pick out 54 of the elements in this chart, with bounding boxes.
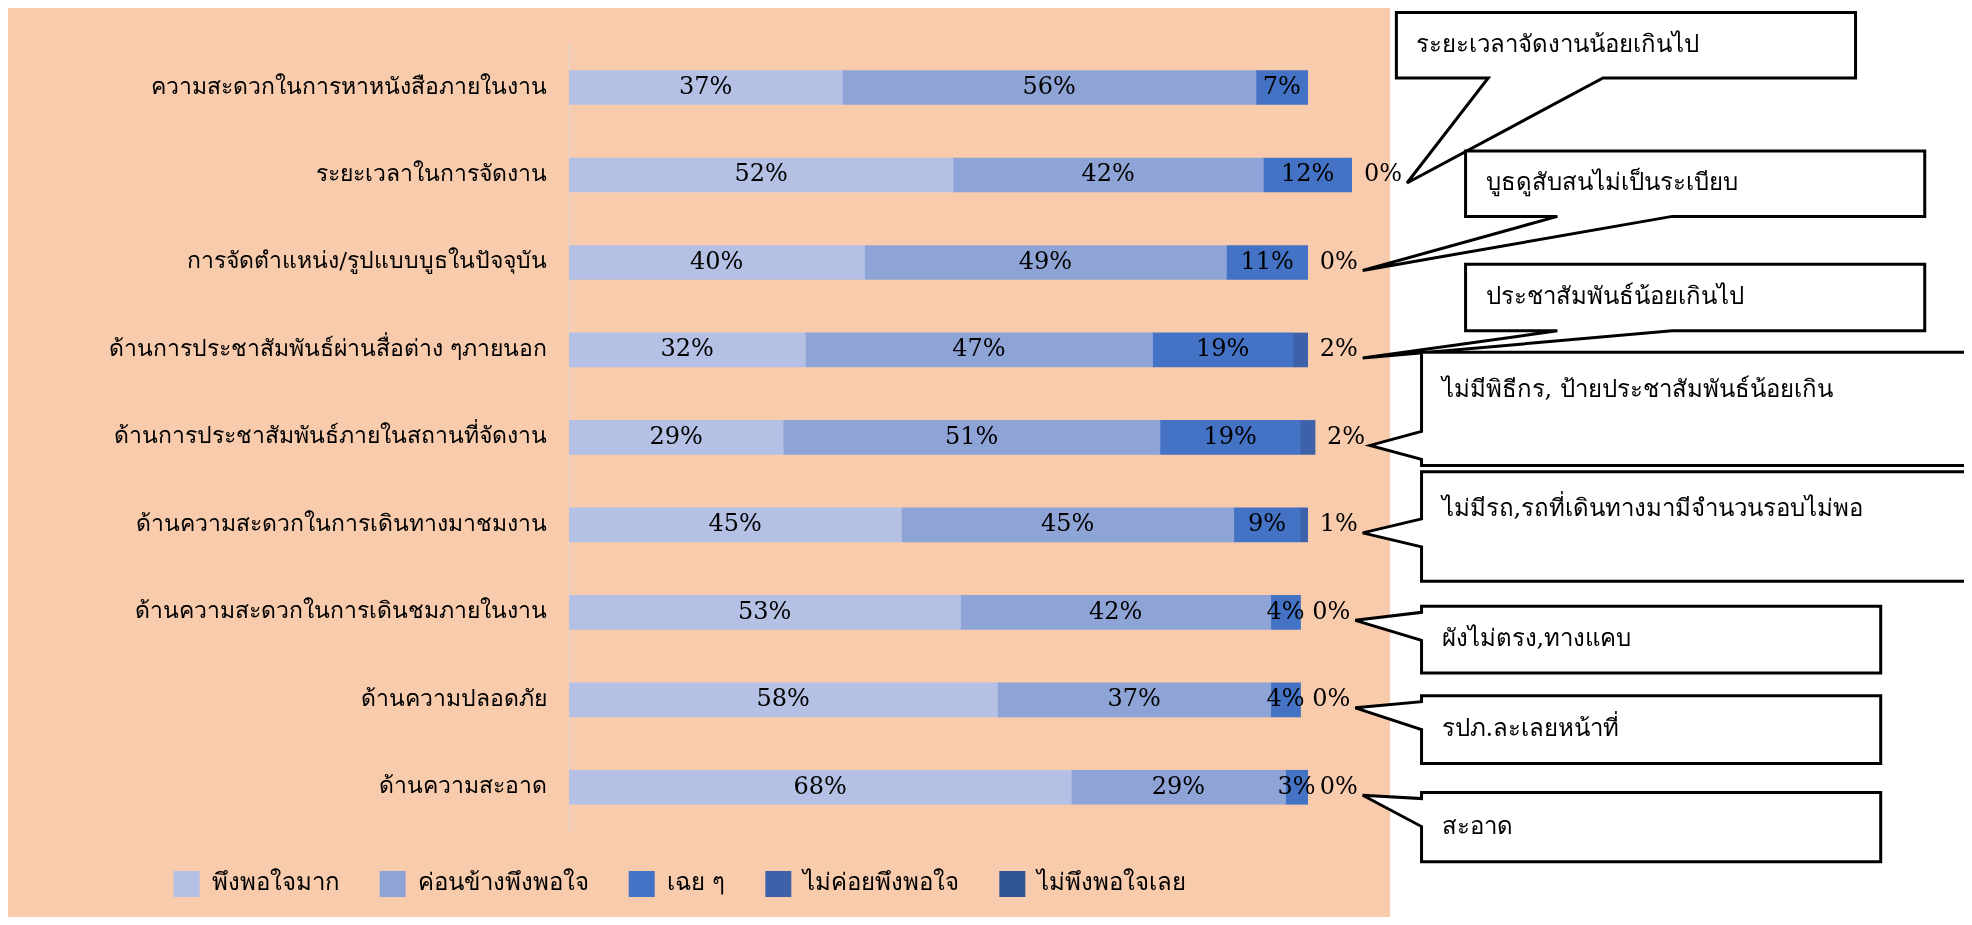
data-label: 0% xyxy=(1312,684,1351,713)
legend-label: ไม่พึงพอใจเลย xyxy=(1035,868,1187,897)
legend-label: ค่อนข้างพึงพอใจ xyxy=(417,868,589,897)
data-label: 29% xyxy=(1151,771,1206,800)
text: ผังไม่ตรง,ทางแคบ xyxy=(1441,624,1632,653)
text: บูธดูสับสนไม่เป็นระเบียบ xyxy=(1485,167,1738,198)
data-label: 2% xyxy=(1319,334,1358,363)
data-label: 47% xyxy=(952,334,1006,363)
data-label: 53% xyxy=(738,596,792,625)
data-label: 45% xyxy=(1040,509,1095,538)
data-label: 49% xyxy=(1018,246,1073,275)
data-label: 56% xyxy=(1022,71,1076,100)
y-tick-label: ด้านการประชาสัมพันธ์ผ่านสื่อต่าง ๆภายนอก xyxy=(108,331,547,361)
data-label: 11% xyxy=(1240,246,1294,275)
data-label: 29% xyxy=(649,421,703,450)
data-label: 0% xyxy=(1364,159,1403,188)
data-label: 32% xyxy=(660,334,714,363)
data-label: 40% xyxy=(690,246,744,275)
data-label: 45% xyxy=(708,509,762,538)
y-tick-label: การจัดตำแหน่ง/รูปแบบบูธในปัจจุบัน xyxy=(187,247,547,275)
text: ประชาสัมพันธ์น้อยเกินไป xyxy=(1485,282,1744,311)
y-tick-label: ด้านความสะดวกในการเดินชมภายในงาน xyxy=(135,597,547,624)
legend-label: พึงพอใจมาก xyxy=(211,868,340,897)
data-label: 19% xyxy=(1203,421,1257,450)
data-label: 37% xyxy=(1107,684,1161,713)
text: ระยะเวลาจัดงานน้อยเกินไป xyxy=(1416,29,1700,58)
text: สะอาด xyxy=(1441,811,1513,840)
data-label: 12% xyxy=(1281,159,1335,188)
y-tick-label: ระยะเวลาในการจัดงาน xyxy=(316,159,547,186)
data-label: 37% xyxy=(678,71,733,100)
data-label: 51% xyxy=(944,421,999,450)
data-label: 1% xyxy=(1319,509,1358,538)
data-label: 0% xyxy=(1319,246,1358,275)
data-label: 19% xyxy=(1196,334,1250,363)
data-label: 0% xyxy=(1319,771,1358,800)
data-label: 7% xyxy=(1262,71,1301,100)
data-label: 42% xyxy=(1088,596,1143,625)
data-label: 58% xyxy=(756,684,810,713)
data-label: 68% xyxy=(793,771,847,800)
data-label: 52% xyxy=(734,159,788,188)
text: ไม่มีรถ,รถที่เดินทางมามีจำนวนรอบไม่พอ xyxy=(1439,491,1864,523)
data-label: 9% xyxy=(1248,509,1287,538)
y-tick-label: ด้านความสะดวกในการเดินทางมาชมงาน xyxy=(136,509,547,536)
legend-label: ไม่ค่อยพึงพอใจ xyxy=(801,868,960,897)
text: รปภ.ละเลยหน้าที่ xyxy=(1441,711,1620,743)
y-tick-label: ด้านความสะอาด xyxy=(379,772,547,799)
y-tick-label: ด้านการประชาสัมพันธ์ภายในสถานที่จัดงาน xyxy=(114,419,547,449)
data-label: 0% xyxy=(1312,596,1351,625)
text: ไม่มีพิธีกร, ป้ายประชาสัมพันธ์น้อยเกิน xyxy=(1439,374,1833,403)
legend-label: เฉย ๆ xyxy=(666,868,726,897)
y-tick-label: ด้านความปลอดภัย xyxy=(361,684,547,711)
data-label: 2% xyxy=(1327,421,1366,450)
data-label: 42% xyxy=(1081,159,1135,188)
y-tick-label: ความสะดวกในการหาหนังสือภายในงาน xyxy=(151,72,547,99)
